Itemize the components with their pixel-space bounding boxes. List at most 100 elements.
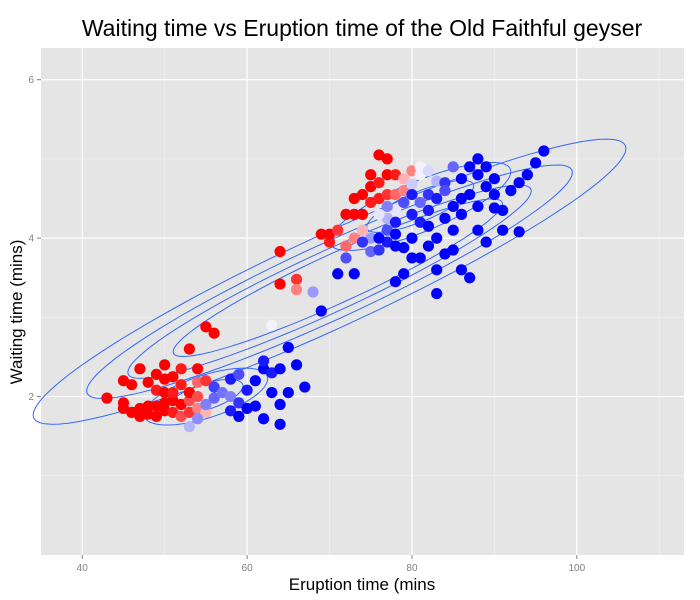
data-point xyxy=(488,188,500,201)
data-point xyxy=(192,413,204,425)
data-point xyxy=(225,373,237,385)
data-point xyxy=(422,220,435,232)
data-point xyxy=(233,410,245,422)
data-point xyxy=(447,161,459,173)
y-axis-title: Waiting time (mins) xyxy=(7,240,26,385)
data-point xyxy=(340,208,352,220)
y-axis-ticks: 2 4 6 xyxy=(28,75,41,403)
data-point xyxy=(290,284,303,296)
data-point xyxy=(208,327,220,339)
data-point xyxy=(406,188,418,201)
data-point xyxy=(455,173,468,185)
data-point xyxy=(332,224,344,236)
data-point xyxy=(381,153,393,165)
data-point xyxy=(464,272,476,284)
data-point xyxy=(439,177,451,189)
data-point xyxy=(422,240,435,252)
data-point xyxy=(464,188,476,201)
data-point xyxy=(233,368,245,380)
y-tick-label: 2 xyxy=(28,392,34,403)
data-point xyxy=(480,181,492,193)
data-point xyxy=(356,236,369,248)
data-point xyxy=(200,375,212,387)
data-point xyxy=(134,363,146,375)
data-point xyxy=(398,268,410,280)
data-point xyxy=(447,200,459,213)
data-point xyxy=(167,371,179,383)
y-tick-label: 6 xyxy=(28,75,34,86)
x-tick-label: 40 xyxy=(77,563,89,574)
data-point xyxy=(521,169,533,181)
data-point xyxy=(323,236,336,248)
data-point xyxy=(538,145,550,157)
data-point xyxy=(480,236,492,248)
data-point xyxy=(257,413,270,425)
data-point xyxy=(274,398,286,411)
data-point xyxy=(356,188,369,201)
data-point xyxy=(200,406,212,419)
data-point xyxy=(126,379,138,391)
data-point xyxy=(422,204,435,216)
data-point xyxy=(208,392,220,404)
data-point xyxy=(266,387,278,399)
data-point xyxy=(406,178,418,190)
data-point xyxy=(472,153,484,165)
data-point xyxy=(398,196,410,209)
data-point xyxy=(340,252,352,264)
data-point xyxy=(159,387,171,399)
data-point xyxy=(315,228,327,240)
data-point xyxy=(150,410,163,422)
data-point xyxy=(348,268,360,280)
x-tick-label: 60 xyxy=(242,563,254,574)
x-axis-ticks: 40 60 80 100 xyxy=(77,555,586,574)
data-point xyxy=(414,196,426,209)
data-point xyxy=(356,224,369,236)
y-tick-label: 4 xyxy=(28,234,34,245)
data-point xyxy=(282,341,294,354)
data-point xyxy=(150,368,163,380)
data-point xyxy=(497,204,509,216)
data-point xyxy=(274,363,286,375)
data-point xyxy=(480,161,492,173)
data-point xyxy=(175,363,187,375)
data-point xyxy=(266,319,278,331)
data-point xyxy=(290,359,303,371)
data-point xyxy=(365,169,377,181)
data-point xyxy=(406,232,418,244)
data-point xyxy=(282,387,294,399)
data-point xyxy=(356,208,369,220)
data-point xyxy=(513,177,525,189)
data-point xyxy=(142,376,154,388)
data-point xyxy=(200,321,212,333)
data-point xyxy=(505,184,517,197)
data-point xyxy=(431,232,443,244)
data-point xyxy=(455,208,468,220)
data-point xyxy=(315,305,327,317)
data-point xyxy=(249,375,261,387)
data-point xyxy=(406,208,418,220)
x-axis-title: Eruption time (mins xyxy=(289,575,435,594)
contour-line xyxy=(86,164,573,399)
data-point xyxy=(464,161,476,173)
data-point xyxy=(340,240,352,252)
data-point xyxy=(192,363,204,375)
data-point xyxy=(225,390,237,403)
data-point xyxy=(257,355,270,367)
data-point xyxy=(455,264,468,276)
data-point xyxy=(348,208,360,220)
data-point xyxy=(389,216,402,228)
data-point xyxy=(225,405,237,417)
data-point xyxy=(472,200,484,213)
data-point xyxy=(175,379,187,391)
data-point xyxy=(381,188,393,201)
data-point xyxy=(332,268,344,280)
data-point xyxy=(389,228,402,240)
data-point xyxy=(274,418,286,430)
chart-title: Waiting time vs Eruption time of the Old… xyxy=(82,15,643,41)
data-point xyxy=(488,173,500,185)
data-point xyxy=(373,244,385,256)
data-point xyxy=(439,212,451,224)
data-point xyxy=(406,252,418,264)
data-point xyxy=(422,165,435,177)
